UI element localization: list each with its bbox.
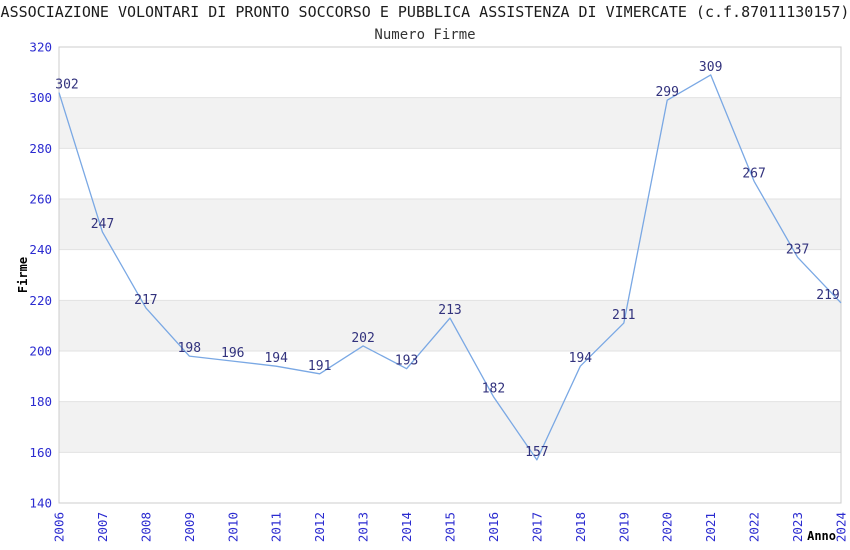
- x-tick-label: 2014: [399, 512, 414, 542]
- y-tick-label: 200: [29, 344, 52, 359]
- x-tick-label: 2015: [443, 512, 458, 542]
- data-label: 157: [525, 445, 548, 460]
- y-tick-label: 280: [29, 141, 52, 156]
- y-axis-title: Firme: [16, 257, 30, 293]
- x-tick-label: 2018: [573, 512, 588, 542]
- data-label: 237: [786, 242, 809, 257]
- data-label: 202: [351, 331, 374, 346]
- plot-band: [59, 97, 841, 149]
- plot-band: [59, 300, 841, 351]
- data-label: 309: [699, 60, 722, 75]
- data-label: 299: [655, 85, 678, 100]
- plot-border: [58, 46, 842, 504]
- x-tick-label: 2011: [269, 512, 284, 542]
- x-tick-label: 2013: [356, 512, 371, 542]
- y-tick-label: 180: [29, 394, 52, 409]
- x-tick-label: 2016: [486, 512, 501, 542]
- x-tick-label: 2021: [703, 512, 718, 542]
- x-tick-label: 2012: [312, 512, 327, 542]
- y-tick-label: 240: [29, 242, 52, 257]
- x-tick-label: 2024: [834, 512, 849, 542]
- data-label: 302: [55, 78, 78, 93]
- plot-band: [59, 199, 841, 250]
- data-label: 193: [395, 354, 418, 369]
- data-label: 194: [569, 351, 593, 366]
- plot-band: [59, 401, 841, 453]
- data-label: 211: [612, 308, 635, 323]
- x-tick-label: 2019: [616, 512, 631, 542]
- y-tick-label: 300: [29, 90, 52, 105]
- x-tick-label: 2006: [52, 512, 67, 542]
- y-tick-label: 320: [29, 40, 52, 55]
- data-label: 182: [482, 382, 505, 397]
- chart-subtitle: Numero Firme: [374, 27, 476, 43]
- data-label: 217: [134, 293, 157, 308]
- data-label: 247: [91, 217, 114, 232]
- x-tick-label: 2007: [95, 512, 110, 542]
- x-tick-label: 2023: [790, 512, 805, 542]
- y-tick-label: 140: [29, 496, 52, 511]
- y-tick-label: 260: [29, 192, 52, 207]
- data-label: 213: [438, 303, 461, 318]
- x-tick-label: 2022: [747, 512, 762, 542]
- data-label: 196: [221, 346, 244, 361]
- x-tick-label: 2017: [529, 512, 544, 542]
- data-label: 267: [742, 166, 765, 181]
- trend-line: [58, 74, 842, 461]
- data-label: 198: [178, 341, 201, 356]
- y-tick-label: 220: [29, 293, 52, 308]
- x-tick-label: 2008: [138, 512, 153, 542]
- data-label: 194: [264, 351, 288, 366]
- y-tick-label: 160: [29, 445, 52, 460]
- x-axis-title: Anno: [807, 529, 836, 543]
- x-tick-label: 2009: [182, 512, 197, 542]
- x-tick-label: 2010: [225, 512, 240, 542]
- data-label: 191: [308, 359, 331, 374]
- data-label: 219: [816, 288, 839, 303]
- x-tick-label: 2020: [660, 512, 675, 542]
- chart-title: ASSOCIAZIONE VOLONTARI DI PRONTO SOCCORS…: [0, 3, 850, 21]
